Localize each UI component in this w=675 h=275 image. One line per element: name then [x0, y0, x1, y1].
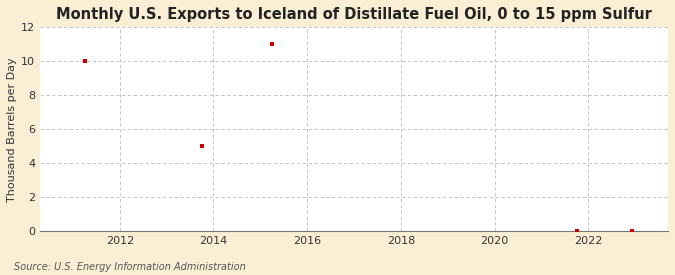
- Title: Monthly U.S. Exports to Iceland of Distillate Fuel Oil, 0 to 15 ppm Sulfur: Monthly U.S. Exports to Iceland of Disti…: [56, 7, 652, 22]
- Point: [267, 42, 277, 46]
- Point: [79, 59, 90, 64]
- Y-axis label: Thousand Barrels per Day: Thousand Barrels per Day: [7, 57, 17, 202]
- Text: Source: U.S. Energy Information Administration: Source: U.S. Energy Information Administ…: [14, 262, 245, 272]
- Point: [626, 228, 637, 233]
- Point: [571, 228, 582, 233]
- Point: [196, 144, 207, 148]
